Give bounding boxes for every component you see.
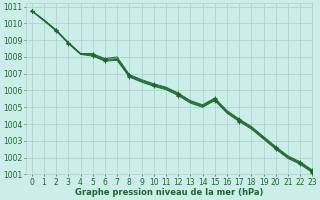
X-axis label: Graphe pression niveau de la mer (hPa): Graphe pression niveau de la mer (hPa) — [75, 188, 263, 197]
